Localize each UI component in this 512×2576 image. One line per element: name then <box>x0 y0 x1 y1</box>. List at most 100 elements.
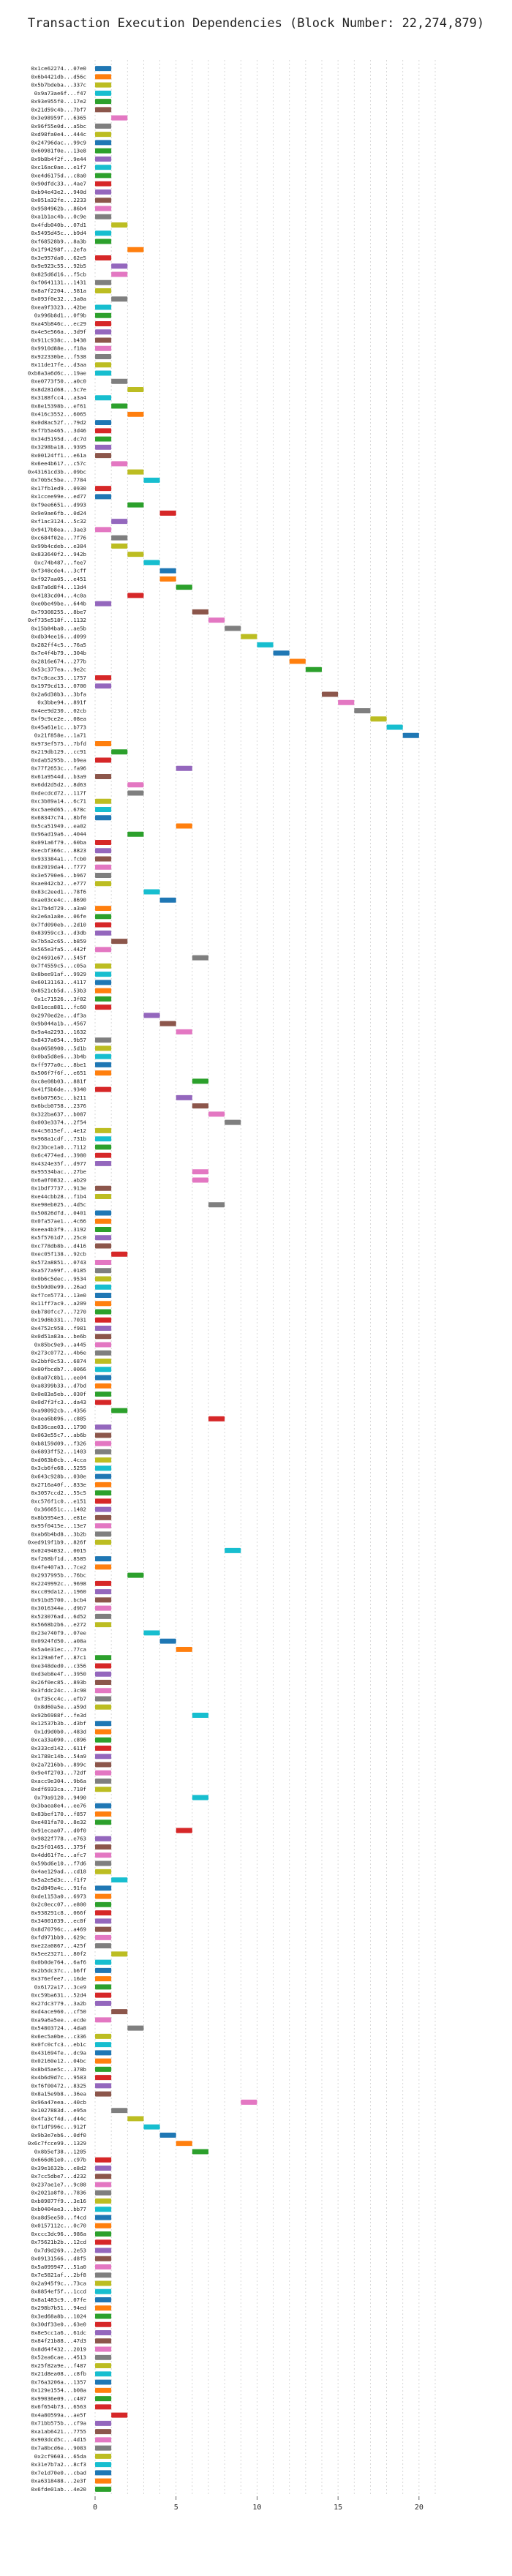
transaction-bar <box>225 1547 241 1553</box>
transaction-bar <box>95 2288 112 2294</box>
transaction-bar <box>95 230 112 236</box>
transaction-label: 0xc3b89a14...6c71 <box>31 798 86 805</box>
transaction-label: 0x0d8ac52f...79d2 <box>31 419 86 426</box>
transaction-bar <box>95 947 112 953</box>
transaction-label: 0x3188fcc4...a3a4 <box>31 394 86 401</box>
transaction-label: 0x60131163...4117 <box>31 979 86 985</box>
transaction-label: 0x34001039...ec8f <box>31 1918 86 1924</box>
transaction-label: 0x282ff4c5...76a5 <box>31 642 86 648</box>
transaction-label: 0x1ccee99e...ed77 <box>31 493 86 500</box>
transaction-bar <box>95 1284 112 1290</box>
transaction-bar <box>95 2387 112 2393</box>
transaction-bar <box>95 1037 112 1043</box>
transaction-bar <box>95 683 112 689</box>
transaction-label: 0xa8d5ee50...f4cd <box>31 2214 86 2220</box>
transaction-bar <box>159 2132 176 2138</box>
transaction-label: 0x1c71526...3f02 <box>34 996 86 1002</box>
transaction-label: 0xae042cb2...e777 <box>31 880 86 887</box>
transaction-label: 0xab6b4bd8...3b2b <box>31 1531 86 1537</box>
transaction-bar <box>95 123 112 129</box>
transaction-label: 0x523076ad...6d52 <box>31 1613 86 1620</box>
transaction-bar <box>95 1342 112 1348</box>
transaction-label: 0x7e5821af...2bf8 <box>31 2272 86 2278</box>
transaction-bar <box>95 774 112 779</box>
transaction-bar <box>127 2116 144 2122</box>
transaction-bar <box>143 560 160 566</box>
transaction-bar <box>95 2091 112 2097</box>
transaction-bar <box>95 173 112 179</box>
transaction-label: 0x7f4559c5...c05a <box>31 963 86 969</box>
transaction-bar <box>95 1301 112 1307</box>
transaction-label: 0x6b07565c...b211 <box>31 1094 86 1101</box>
transaction-bar <box>95 1441 112 1446</box>
transaction-label: 0x8d60a5e...a59d <box>34 1704 86 1711</box>
transaction-label: 0x091a6f79...60ba <box>31 839 86 846</box>
transaction-label: 0x2970ed2e...df3a <box>31 1012 86 1018</box>
transaction-bar <box>127 387 144 393</box>
transaction-bar <box>95 1976 112 1982</box>
transaction-bar <box>95 1144 112 1150</box>
transaction-label: 0x506f7f6f...e651 <box>31 1070 86 1076</box>
transaction-label: 0x91bd5700...bcb4 <box>31 1596 86 1603</box>
transaction-label: 0x4a80599a...ae5f <box>31 2411 86 2418</box>
transaction-label: 0x5b9d0e99...26ad <box>31 1284 86 1291</box>
transaction-label: 0x21d8ea08...c8fb <box>31 2370 86 2377</box>
transaction-label: 0xb89877f9...3e16 <box>31 2198 86 2204</box>
transaction-label: 0x0d7f3fc3...da43 <box>31 1399 86 1405</box>
transaction-label: 0x59bd6e10...f7d6 <box>31 1860 86 1866</box>
transaction-bar <box>159 1638 176 1644</box>
transaction-label: 0xf7b5a465...3d46 <box>31 427 86 434</box>
transaction-label: 0xc684f02e...7f76 <box>31 535 86 541</box>
transaction-bar <box>95 1498 112 1504</box>
transaction-label: 0x21d59c4b...7bf7 <box>31 106 86 113</box>
transaction-label: 0x2816e674...277b <box>31 658 86 664</box>
transaction-bar <box>111 939 128 945</box>
transaction-label: 0x53c377ea...9e2c <box>31 666 86 673</box>
transaction-bar <box>95 1836 112 1841</box>
transaction-bar <box>95 1597 112 1603</box>
transaction-label: 0x68347c74...8bf0 <box>31 814 86 821</box>
transaction-label: 0x8437a054...9b57 <box>31 1037 86 1043</box>
transaction-label: 0x1788c14b...54a9 <box>31 1753 86 1760</box>
transaction-label: 0x4e5e566a...3d9f <box>31 328 86 335</box>
transaction-bar <box>111 403 128 409</box>
transaction-bar <box>95 980 112 985</box>
transaction-bar <box>95 329 112 335</box>
transaction-bar <box>95 2017 112 2023</box>
transaction-label: 0x666d61e0...c97b <box>31 2157 86 2163</box>
transaction-bar <box>95 2050 112 2056</box>
transaction-label: 0x2bbf0c53...6874 <box>31 1358 86 1364</box>
transaction-label: 0xd063b0cb...4cca <box>31 1457 86 1463</box>
transaction-bar <box>127 2025 144 2031</box>
transaction-bar <box>95 2445 112 2451</box>
transaction-label: 0x41f5b6de...9340 <box>31 1086 86 1093</box>
transaction-bar <box>159 576 176 582</box>
transaction-bar <box>95 930 112 936</box>
transaction-label: 0x4fdb040b...07d1 <box>31 222 86 228</box>
transaction-label: 0x4ae129ad...cd18 <box>31 1869 86 1875</box>
transaction-bar <box>95 1326 112 1332</box>
transaction-bar <box>95 436 112 442</box>
transaction-label: 0x922330be...f538 <box>31 353 86 360</box>
transaction-label: 0xae03ce4c...8690 <box>31 897 86 904</box>
transaction-label: 0x31e7b7a2...8cf3 <box>31 2461 86 2468</box>
bar-layer <box>95 66 419 2492</box>
transaction-bar <box>95 420 112 426</box>
transaction-bar <box>95 1696 112 1702</box>
transaction-label: 0xd4ace960...cf50 <box>31 2008 86 2015</box>
x-tick-label: 5 <box>174 2504 178 2512</box>
transaction-bar <box>95 1762 112 1768</box>
transaction-label: 0x96ad19a6...4044 <box>31 831 86 838</box>
transaction-bar <box>95 1218 112 1224</box>
transaction-label: 0x0b6c5dec...9534 <box>31 1275 86 1282</box>
transaction-label: 0x063e55c7...ab6b <box>31 1432 86 1438</box>
transaction-bar <box>257 642 274 647</box>
transaction-label: 0x9822f778...e763 <box>31 1836 86 1842</box>
transaction-label: 0xdab5295b...b9ea <box>31 756 86 763</box>
transaction-bar <box>95 279 112 285</box>
transaction-bar <box>127 502 144 508</box>
transaction-label: 0x273c0772...4b6e <box>31 1350 86 1356</box>
transaction-bar <box>95 74 112 80</box>
transaction-label: 0x1ce62274...07e0 <box>31 65 86 72</box>
transaction-label: 0x2d849a4c...91fa <box>31 1885 86 1891</box>
